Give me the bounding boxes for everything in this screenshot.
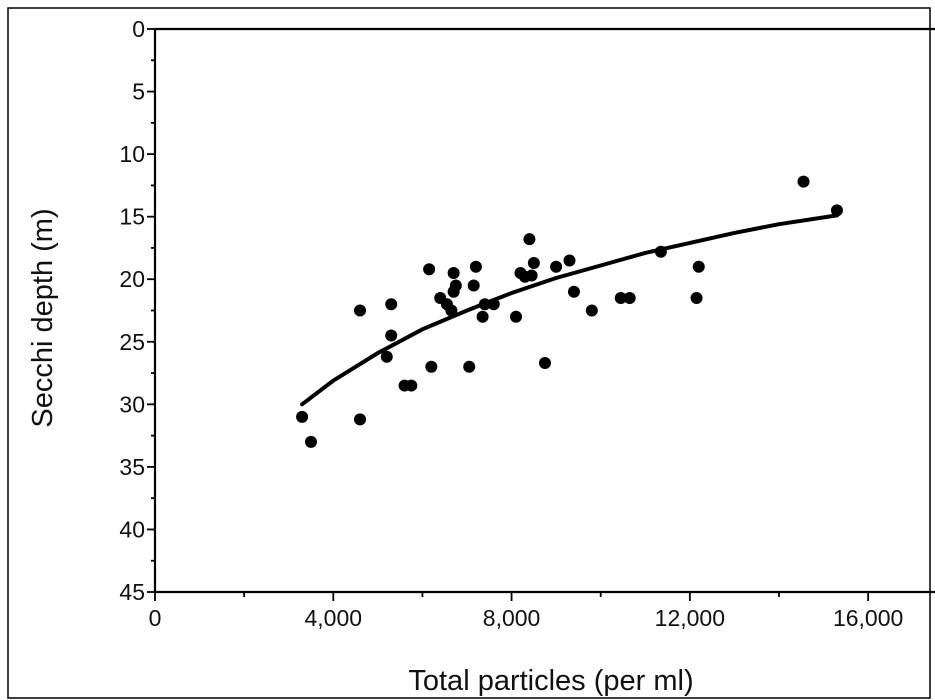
fit-curve-line [302, 215, 837, 404]
data-point [354, 413, 366, 425]
data-point [381, 351, 393, 363]
x-tick-label: 0 [149, 605, 162, 631]
data-point [655, 246, 667, 258]
y-axis-title: Secchi depth (m) [27, 208, 59, 427]
data-point [463, 361, 475, 373]
data-point [468, 279, 480, 291]
data-point [510, 311, 522, 323]
x-tick-label: 16,000 [833, 605, 903, 631]
data-point [550, 261, 562, 273]
y-tick-label: 0 [132, 16, 145, 42]
data-point [385, 330, 397, 342]
data-point [539, 357, 551, 369]
y-tick-label: 20 [119, 266, 145, 292]
data-point [564, 254, 576, 266]
data-point [354, 305, 366, 317]
y-tick-label: 10 [119, 141, 145, 167]
x-tick-label: 8,000 [483, 605, 541, 631]
x-tick-label: 4,000 [305, 605, 363, 631]
data-point [693, 261, 705, 273]
x-tick-label: 12,000 [655, 605, 725, 631]
y-tick-label: 25 [119, 329, 145, 355]
y-tick-label: 45 [119, 579, 145, 605]
data-point [624, 292, 636, 304]
data-point [445, 305, 457, 317]
data-point [296, 411, 308, 423]
data-point [305, 436, 317, 448]
data-point [568, 286, 580, 298]
data-point [528, 257, 540, 269]
y-tick-label: 30 [119, 391, 145, 417]
data-point [477, 311, 489, 323]
data-point [831, 204, 843, 216]
y-tick-label: 15 [119, 204, 145, 230]
y-tick-label: 35 [119, 454, 145, 480]
data-point [425, 361, 437, 373]
y-tick-label: 40 [119, 516, 145, 542]
data-point [470, 261, 482, 273]
data-point [488, 298, 500, 310]
data-point [423, 263, 435, 275]
data-point [523, 233, 535, 245]
y-tick-label: 5 [132, 79, 145, 105]
data-point [405, 380, 417, 392]
data-point [450, 279, 462, 291]
data-point [448, 267, 460, 279]
data-point [691, 292, 703, 304]
data-point [385, 298, 397, 310]
data-point [586, 305, 598, 317]
data-point [526, 269, 538, 281]
chart-frame [8, 8, 930, 698]
data-point [798, 176, 810, 188]
x-axis-title: Total particles (per ml) [408, 665, 693, 697]
